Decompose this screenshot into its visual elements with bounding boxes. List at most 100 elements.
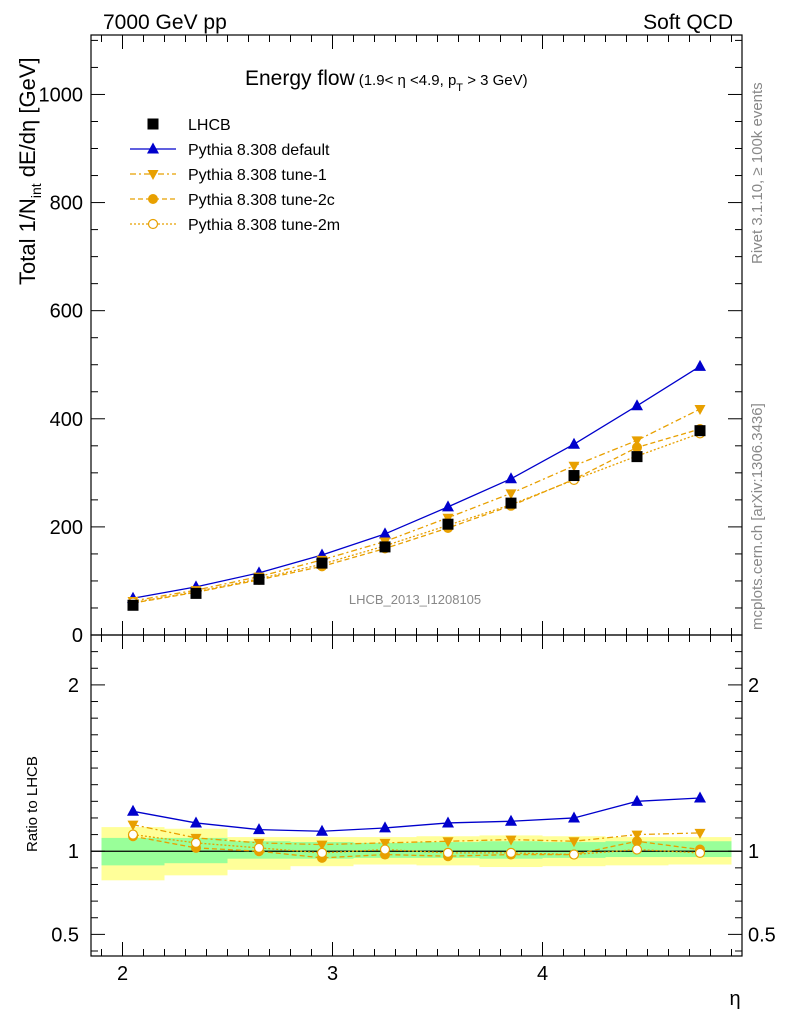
ratio-y-tick-label: 1 <box>68 841 79 863</box>
main-series-pythia-8-308-tune-1 <box>127 405 706 607</box>
ratio-point-pythia-8-308-default <box>253 823 265 835</box>
x-tick-label: 3 <box>327 963 338 985</box>
legend-label: Pythia 8.308 default <box>188 142 330 159</box>
ratio-y-axis-label: Ratio to LHCB <box>24 756 41 852</box>
main-point-lhcb <box>694 425 706 437</box>
main-y-tick-label: 600 <box>50 301 83 323</box>
ratio-point-pythia-8-308-tune-1 <box>442 837 454 848</box>
main-series-lhcb <box>127 425 706 611</box>
legend: LHCB Pythia 8.308 default Pythia 8.308 tun… <box>130 117 340 234</box>
main-point-lhcb <box>190 587 202 599</box>
legend-label: Pythia 8.308 tune-1 <box>188 167 327 184</box>
main-line-pythia-8-308-tune-1 <box>132 408 701 602</box>
ratio-point-pythia-8-308-tune-2m <box>190 837 202 849</box>
main-point-pythia-8-308-tune-1 <box>568 461 580 472</box>
ratio-point-pythia-8-308-tune-1 <box>379 838 391 849</box>
legend-label: Pythia 8.308 tune-2c <box>188 192 335 209</box>
main-line-pythia-8-308-tune-2m <box>132 432 701 604</box>
ratio-point-pythia-8-308-tune-1 <box>568 837 580 848</box>
x-tick-label: 4 <box>537 963 548 985</box>
y-label-sub: int <box>28 183 44 198</box>
ratio-point-pythia-8-308-default <box>127 804 139 816</box>
legend-marker <box>147 218 159 230</box>
main-point-pythia-8-308-tune-1 <box>505 489 517 500</box>
main-point-lhcb <box>505 497 517 509</box>
chart-title: Energy flow (1.9< η <4.9, pT > 3 GeV) <box>245 67 528 94</box>
ratio-point-pythia-8-308-tune-1 <box>505 835 517 846</box>
legend-item-pythia-8-308-tune-1: Pythia 8.308 tune-1 <box>130 167 327 184</box>
main-point-lhcb <box>253 573 265 585</box>
legend-item-lhcb: LHCB <box>147 117 231 134</box>
rivet-version-label: Rivet 3.1.10, ≥ 100k events <box>749 82 766 264</box>
header-collision-label: 7000 GeV pp <box>103 11 227 34</box>
main-point-lhcb <box>442 518 454 530</box>
ratio-series-pythia-8-308-tune-2m <box>127 829 706 860</box>
chart-title-main: Energy flow <box>245 67 356 90</box>
header-category-label: Soft QCD <box>643 11 733 34</box>
ratio-point-pythia-8-308-tune-2m <box>253 842 265 853</box>
main-point-pythia-8-308-tune-1 <box>694 405 706 416</box>
legend-marker <box>148 194 158 204</box>
main-point-pythia-8-308-default <box>631 399 643 411</box>
main-point-pythia-8-308-default <box>442 500 454 512</box>
x-axis-label: η <box>729 988 740 1010</box>
ratio-point-pythia-8-308-tune-2m <box>694 847 706 858</box>
ratio-point-pythia-8-308-tune-2m <box>442 847 454 858</box>
ratio-point-pythia-8-308-default <box>442 816 454 828</box>
legend-item-pythia-8-308-tune-2m: Pythia 8.308 tune-2m <box>130 217 340 234</box>
ratio-point-pythia-8-308-default <box>631 794 643 806</box>
legend-label: LHCB <box>188 117 231 134</box>
y-label-part2: dE/dη [GeV] <box>15 57 40 183</box>
main-y-tick-label: 1000 <box>39 84 84 106</box>
main-y-tick-label: 0 <box>72 625 83 647</box>
main-panel-series <box>127 359 706 611</box>
ratio-frame <box>90 634 743 957</box>
main-series-pythia-8-308-tune-2c <box>128 424 705 609</box>
ratio-point-pythia-8-308-default <box>694 791 706 803</box>
ratio-point-pythia-8-308-tune-1 <box>694 828 706 839</box>
legend-item-pythia-8-308-tune-2c: Pythia 8.308 tune-2c <box>130 192 335 209</box>
ratio-point-pythia-8-308-tune-2m <box>379 844 391 855</box>
main-point-pythia-8-308-default <box>505 472 517 484</box>
ratio-point-pythia-8-308-default <box>505 814 517 826</box>
legend-marker <box>147 170 159 180</box>
main-point-lhcb <box>379 541 391 553</box>
legend-marker <box>147 118 159 130</box>
ratio-series-pythia-8-308-default <box>127 791 706 836</box>
ratio-line-pythia-8-308-tune-2c <box>132 835 701 859</box>
ratio-point-pythia-8-308-default <box>190 816 202 828</box>
main-point-lhcb <box>568 470 580 482</box>
x-tick-label: 2 <box>117 963 128 985</box>
ratio-line-pythia-8-308-tune-2m <box>132 833 701 856</box>
y-label-part1: Total 1/N <box>15 198 40 285</box>
ratio-y-tick-label-right: 0.5 <box>748 924 776 946</box>
axes: 2 3 4 0 200 400 600 800 1000 0.5 0.5 1 1 2 2 <box>39 34 776 985</box>
legend-label: Pythia 8.308 tune-2m <box>188 217 340 234</box>
legend-item-pythia-8-308-default: Pythia 8.308 default <box>130 142 330 159</box>
ratio-point-pythia-8-308-tune-2m <box>127 829 139 840</box>
ratio-line-pythia-8-308-default <box>132 797 701 832</box>
chart-title-sub: (1.9< η <4.9, p <box>359 72 457 89</box>
main-y-tick-label: 400 <box>50 409 83 431</box>
main-point-pythia-8-308-default <box>379 527 391 539</box>
main-y-tick-label: 800 <box>50 193 83 215</box>
main-series-pythia-8-308-default <box>127 359 706 603</box>
main-point-pythia-8-308-tune-2c <box>632 442 642 453</box>
ratio-point-pythia-8-308-tune-1 <box>316 840 328 851</box>
ratio-point-pythia-8-308-tune-1 <box>127 820 139 831</box>
main-y-tick-label: 200 <box>50 517 83 539</box>
ratio-point-pythia-8-308-default <box>316 824 328 836</box>
ratio-y-tick-label: 2 <box>68 675 79 697</box>
ratio-y-tick-label: 0.5 <box>51 924 79 946</box>
main-point-pythia-8-308-default <box>568 437 580 449</box>
analysis-id-label: LHCB_2013_I1208105 <box>349 592 481 607</box>
ratio-point-pythia-8-308-tune-2c <box>632 836 642 847</box>
ratio-line-pythia-8-308-tune-1 <box>132 823 701 846</box>
main-point-lhcb <box>631 451 643 463</box>
ratio-point-pythia-8-308-default <box>568 811 580 823</box>
main-point-lhcb <box>316 557 328 569</box>
chart-title-sub-t: T <box>456 82 463 94</box>
ratio-y-tick-label-right: 1 <box>748 841 759 863</box>
main-point-lhcb <box>127 599 139 611</box>
